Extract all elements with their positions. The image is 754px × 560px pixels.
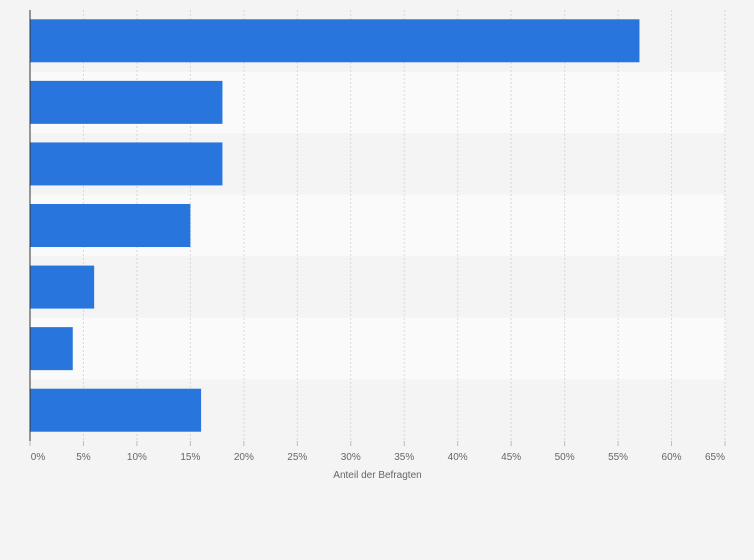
bars	[30, 19, 640, 432]
bar	[30, 327, 73, 371]
x-tick-label: 65%	[705, 452, 725, 463]
row-bands	[30, 10, 725, 441]
x-tick-label: 50%	[555, 452, 575, 463]
bar	[30, 80, 223, 124]
row-band	[30, 256, 725, 318]
x-tick-label: 10%	[127, 452, 147, 463]
x-tick-label: 60%	[662, 452, 682, 463]
bar	[30, 204, 191, 247]
x-tick-label: 0%	[31, 452, 46, 463]
bar	[30, 265, 95, 309]
x-tick-label: 40%	[448, 452, 468, 463]
row-band	[30, 317, 725, 380]
x-axis-ticks: 0% 5% 10% 15% 20% 25% 30% 35% 40% 45% 50% 55% 60% 65%	[29, 441, 726, 463]
bar	[30, 19, 640, 63]
x-tick-label: 15%	[180, 452, 200, 463]
x-tick-label: 35%	[394, 452, 414, 463]
x-tick-label: 45%	[501, 452, 521, 463]
x-tick-label: 25%	[287, 452, 307, 463]
bar	[30, 142, 223, 186]
x-tick-label: 5%	[76, 452, 91, 463]
x-tick-label: 55%	[608, 452, 628, 463]
x-axis-title: Anteil der Befragten	[333, 470, 421, 481]
x-tick-label: 20%	[234, 452, 254, 463]
x-tick-label: 30%	[341, 452, 361, 463]
bar	[30, 388, 202, 432]
